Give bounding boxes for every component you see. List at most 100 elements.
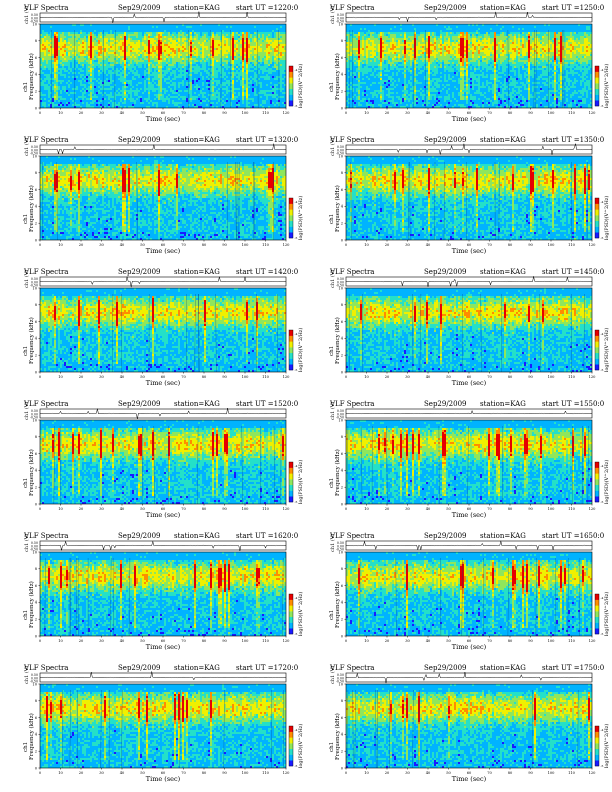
spectrogram-cell [248, 52, 250, 54]
spectrogram-cell [90, 52, 92, 54]
spectrogram-cell [152, 52, 154, 54]
spectrogram-cell [376, 56, 378, 58]
spectrogram-cell [174, 40, 176, 42]
spectrogram-cell [360, 106, 362, 108]
spectrogram-cell [158, 70, 160, 72]
spectrogram-cell [278, 42, 280, 44]
spectrogram-cell [256, 30, 258, 32]
spectrogram-cell [274, 28, 276, 30]
spectrogram-cell [366, 98, 368, 100]
spectrogram-cell [174, 48, 176, 50]
spectrogram-cell [108, 104, 110, 106]
ch-tick-label: -0.50 [336, 20, 344, 24]
spectrogram-cell [162, 68, 164, 70]
spectrogram-cell [206, 64, 208, 66]
spectrogram-cell [188, 78, 190, 80]
spectrogram-cell [386, 96, 388, 98]
spectrogram-cell [208, 28, 210, 30]
spectrogram-cell [140, 90, 142, 92]
spectrogram-cell [406, 82, 408, 84]
spectrogram-cell [140, 100, 142, 102]
spectrogram-cell [346, 68, 348, 70]
spectrogram-cell [98, 76, 100, 78]
spectrogram-cell [116, 84, 118, 86]
spectrogram-cell [360, 56, 362, 58]
spectrogram-cell [274, 50, 276, 52]
spectrogram-cell [430, 62, 432, 64]
spectrogram-cell [388, 104, 390, 106]
spectrogram-cell [362, 28, 364, 30]
spectrogram-cell [238, 52, 240, 54]
spectrogram-cell [354, 50, 356, 52]
spectrogram-cell [398, 66, 400, 68]
spectrogram-cell [126, 54, 128, 56]
spectrogram-cell [122, 42, 124, 44]
spectrogram-cell [358, 24, 360, 26]
spectrogram-cell [222, 60, 224, 62]
spectrogram-cell [396, 90, 398, 92]
spectrogram-cell [216, 44, 218, 46]
spectrogram-cell [230, 58, 232, 60]
spectrogram-cell [260, 100, 262, 102]
spectrogram-cell [82, 46, 84, 48]
spectrogram-cell [206, 80, 208, 82]
spectrogram-cell [112, 32, 114, 34]
spectrogram-cell [236, 84, 238, 86]
spectrogram-cell [240, 100, 242, 102]
spectrogram-cell [202, 24, 204, 26]
spectrogram-cell [250, 42, 252, 44]
spectrogram-cell [84, 88, 86, 90]
spectrogram-cell [204, 36, 206, 38]
spectrogram-cell [416, 56, 418, 58]
spec-y-label: ch1 [23, 82, 29, 92]
spectrogram-cell [160, 70, 162, 72]
spectrogram-cell [194, 64, 196, 66]
spectrogram-cell [84, 24, 86, 26]
spectrogram-cell [192, 92, 194, 94]
spectrogram-cell [364, 106, 366, 108]
spectrogram-cell [108, 48, 110, 50]
spectrogram-cell [158, 106, 160, 108]
spectrogram-cell [118, 68, 120, 70]
spectrogram-cell [238, 42, 240, 44]
spectrogram-cell [420, 48, 422, 50]
spectrogram-cell [174, 50, 176, 52]
spectrogram-cell [430, 30, 432, 32]
spectrogram-cell [70, 54, 72, 56]
spectrogram-cell [414, 54, 416, 56]
spectrogram-cell [144, 40, 146, 42]
spectrogram-cell [140, 84, 142, 86]
spectrogram-cell [262, 78, 264, 80]
spectrogram-cell [164, 44, 166, 46]
spectrogram-cell [408, 36, 410, 38]
spectrogram-cell [356, 86, 358, 88]
spectrogram-cell [102, 44, 104, 46]
spectrogram-cell [198, 30, 200, 32]
spectrogram-cell [150, 94, 152, 96]
spectrogram-cell [188, 38, 190, 40]
spectrogram-cell [246, 50, 248, 52]
spectrogram-cell [148, 26, 150, 28]
spectrogram-cell [430, 92, 432, 94]
spectrogram-cell [240, 54, 242, 56]
spectrogram-cell [170, 24, 172, 26]
spectrogram-cell [46, 30, 48, 32]
spectrogram-cell [408, 72, 410, 74]
spectrogram-cell [70, 76, 72, 78]
spectrogram-cell [212, 56, 214, 58]
spectrogram-cell [408, 52, 410, 54]
spectrogram-cell [348, 74, 350, 76]
spectrogram-cell [214, 48, 216, 50]
spectrogram-cell [180, 62, 182, 64]
spectrogram-cell [396, 64, 398, 66]
spectrogram-cell [354, 66, 356, 68]
spectrogram-cell [176, 70, 178, 72]
spectrogram-cell [366, 48, 368, 50]
spectrogram-cell [42, 40, 44, 42]
spectrogram-cell [94, 90, 96, 92]
spectrogram-cell [264, 50, 266, 52]
spectrogram-cell [348, 56, 350, 58]
spectrogram-cell [242, 32, 244, 34]
spectrogram-cell [262, 94, 264, 96]
spectrogram-cell [72, 84, 74, 86]
